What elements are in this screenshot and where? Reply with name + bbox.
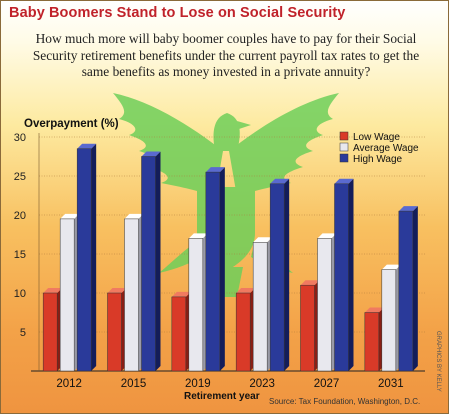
high-wage-bar-side <box>348 178 354 371</box>
average-wage-bar-top <box>381 264 401 270</box>
low-wage-bar-top <box>300 280 320 286</box>
high-wage-bar-top <box>141 151 161 157</box>
low-wage-bar <box>235 292 251 372</box>
low-wage-bar <box>300 284 315 372</box>
x-tick-label: 2015 <box>121 378 147 390</box>
average-wage-bar <box>188 238 204 372</box>
high-wage-bar <box>205 171 221 372</box>
chart-subtitle: How much more will baby boomer couples h… <box>32 31 420 79</box>
high-wage-bar-side <box>219 167 225 371</box>
high-wage-bar <box>141 156 156 372</box>
y-tick-label: 10 <box>14 288 26 300</box>
high-wage-bar-top <box>205 167 225 173</box>
high-wage-bar-top <box>77 143 97 149</box>
high-wage-bar-side <box>155 151 161 371</box>
x-tick-label: 2027 <box>314 378 340 390</box>
average-wage-bar <box>59 218 75 372</box>
average-wage-bar-top <box>253 237 273 243</box>
average-wage-bar <box>252 242 268 372</box>
high-wage-bar-top <box>398 206 418 212</box>
y-tick-label: 20 <box>14 210 26 222</box>
high-wage-bar-top <box>334 178 354 184</box>
legend-swatch <box>339 153 349 163</box>
legend-label: High Wage <box>353 154 403 165</box>
average-wage-bar-top <box>60 213 80 219</box>
high-wage-bar-side <box>412 206 418 371</box>
average-wage-bar-top <box>124 213 144 219</box>
average-wage-bar <box>381 269 397 372</box>
high-wage-bar <box>269 183 285 372</box>
legend-swatch <box>339 142 349 152</box>
legend-label: Low Wage <box>353 132 400 143</box>
legend-swatch <box>339 131 349 141</box>
x-tick-label: 2019 <box>185 378 211 390</box>
high-wage-bar-side <box>91 143 97 371</box>
high-wage-bar-top <box>270 178 290 184</box>
page-title: Baby Boomers Stand to Lose on Social Sec… <box>9 5 346 21</box>
high-wage-bar <box>76 148 92 372</box>
low-wage-bar-top <box>236 288 256 293</box>
average-wage-bar <box>124 218 139 372</box>
average-wage-bar <box>317 238 332 372</box>
y-tick-label: 5 <box>20 327 26 339</box>
low-wage-bar <box>107 292 122 372</box>
low-wage-bar-top <box>43 288 63 293</box>
source-note: Source: Tax Foundation, Washington, D.C. <box>269 397 421 406</box>
x-tick-label: 2031 <box>378 378 404 390</box>
low-wage-bar <box>364 312 380 372</box>
graphics-credit: GRAPHICS BY KELLY <box>435 331 441 392</box>
y-tick-label: 25 <box>14 171 26 183</box>
high-wage-bar-side <box>284 178 290 371</box>
low-wage-bar <box>171 296 187 372</box>
legend-label: Average Wage <box>353 143 419 154</box>
average-wage-bar-top <box>317 233 337 239</box>
y-axis-label: Overpayment (%) <box>24 118 119 130</box>
y-tick-label: 15 <box>14 249 26 261</box>
x-tick-label: 2012 <box>56 378 82 390</box>
low-wage-bar-top <box>107 288 127 293</box>
low-wage-bar <box>42 292 58 372</box>
average-wage-bar-top <box>188 233 208 239</box>
y-tick-label: 30 <box>14 132 26 144</box>
high-wage-bar <box>334 183 349 372</box>
high-wage-bar <box>398 210 414 372</box>
low-wage-bar-top <box>364 307 384 313</box>
x-axis-label: Retirement year <box>184 391 260 402</box>
x-tick-label: 2023 <box>249 378 275 390</box>
low-wage-bar-top <box>171 291 191 297</box>
